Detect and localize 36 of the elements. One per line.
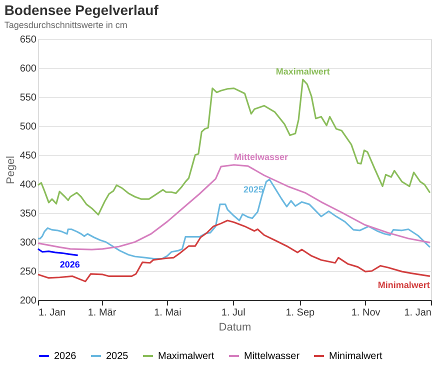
x-tick-label: 1. Jan [38, 308, 66, 318]
x-tick-label: 1. Jan [404, 308, 432, 318]
y-tick-label: 600 [20, 64, 37, 74]
line-series [37, 78, 431, 216]
x-tick-label: 1. Jul [221, 308, 246, 318]
y-tick-label: 650 [20, 34, 37, 46]
x-tick-label: 1. Sep [286, 308, 316, 318]
text: Maximalwert [276, 66, 330, 77]
y-tick-label: 550 [20, 92, 37, 104]
line-series [37, 178, 431, 260]
y-tick-label: 200 [20, 296, 37, 306]
y-tick-label: 350 [20, 208, 37, 220]
x-axis-title: Datum [218, 322, 252, 334]
y-tick-label: 500 [20, 122, 37, 132]
text: 2026 [60, 259, 80, 270]
x-tick-label: 1. Mär [88, 308, 117, 318]
legend-label: Mittelwasser [244, 351, 300, 362]
text: Minimalwert [378, 280, 430, 290]
y-axis-title: Pegel [4, 156, 17, 184]
text: 2025 [243, 184, 264, 194]
y-tick-label: 300 [20, 238, 37, 248]
legend-label: Maximalwert [158, 351, 214, 362]
line-series [37, 164, 431, 250]
chart-subtitle: Tagesdurchschnittswerte in cm [4, 20, 128, 30]
legend-label: 2026 [54, 351, 77, 362]
y-tick-label: 450 [20, 150, 37, 162]
legend-label: 2025 [106, 351, 129, 362]
text: Mittelwasser [234, 152, 288, 162]
y-tick-label: 250 [20, 266, 37, 278]
line-series [37, 248, 79, 256]
chart-title: Bodensee Pegelverlauf [4, 2, 159, 18]
legend-label: Minimalwert [329, 351, 383, 362]
y-tick-label: 400 [20, 180, 37, 190]
x-tick-label: 1. Nov [351, 308, 380, 318]
line-series [37, 220, 431, 282]
x-tick-label: 1. Mai [154, 308, 182, 318]
